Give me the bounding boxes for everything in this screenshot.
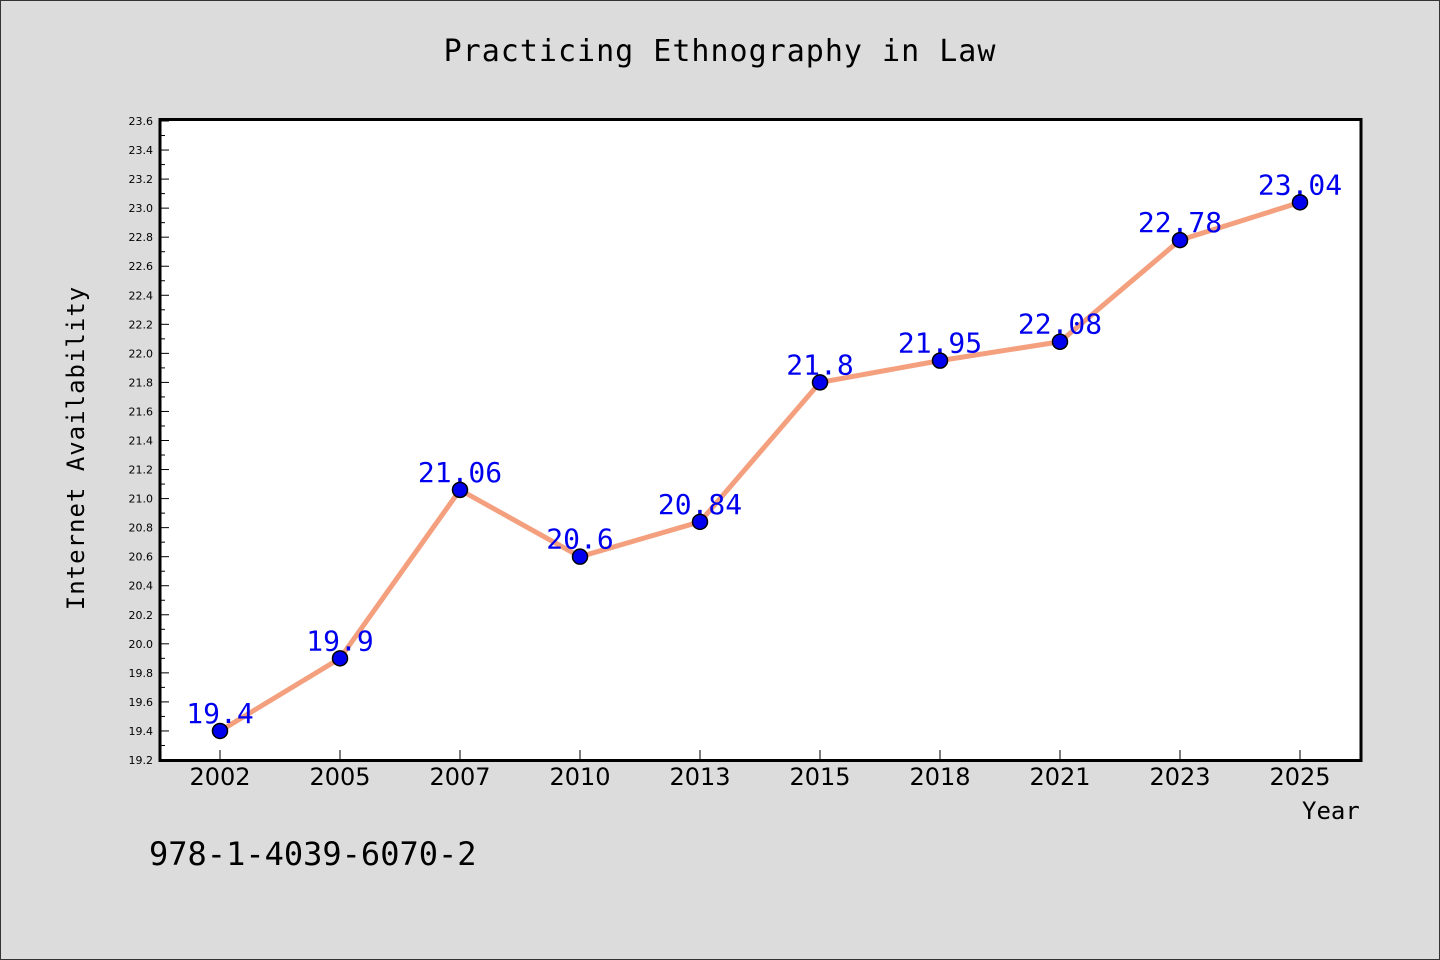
y-tick-label: 21.0 [129,493,154,506]
y-tick-label: 21.6 [129,405,154,418]
x-tick-label: 2007 [429,763,490,791]
y-tick-label: 19.2 [129,754,154,767]
chart-title: Practicing Ethnography in Law [443,34,997,69]
y-tick-label: 19.4 [129,725,154,738]
data-point [811,374,829,391]
y-tick-label: 22.0 [129,347,154,360]
y-tick-label: 20.4 [129,580,154,593]
series-line [217,199,1303,734]
x-tick-label: 2025 [1269,763,1330,791]
y-tick-label: 22.2 [129,318,154,331]
x-tick-label: 2002 [189,763,250,791]
y-tick-label: 22.6 [129,260,154,273]
series-layer: 19.419.921.0620.620.8421.821.9522.0822.7… [186,168,1342,740]
y-tick-label: 22.4 [129,289,154,302]
x-tick-label: 2018 [909,763,970,791]
y-tick-label: 23.0 [129,202,154,215]
x-tick-label: 2013 [669,763,730,791]
y-tick-label: 20.6 [129,551,154,564]
x-axis-label: Year [1302,797,1360,825]
y-tick-label: 20.0 [129,638,154,651]
x-tick-label: 2015 [789,763,850,791]
data-point [1291,194,1309,211]
data-point [211,722,229,740]
plot-area [158,118,1363,762]
y-tick-label: 19.6 [129,696,154,709]
data-point [931,352,949,369]
data-point [571,548,589,565]
y-tick-label: 19.8 [129,667,154,680]
x-tick-label: 2021 [1029,763,1090,791]
data-point [1051,333,1069,350]
y-tick-label: 23.2 [129,173,154,186]
x-tick-label: 2023 [1149,763,1210,791]
y-tick-label: 23.4 [129,144,154,157]
isbn-text: 978-1-4039-6070-2 [149,835,477,873]
y-tick-label: 21.8 [129,376,154,389]
y-axis: 19.2 19.4 19.6 19.8 20.0 20.2 20.4 20.6 20.8 21.0… [129,115,169,767]
data-point [451,481,469,499]
x-tick-label: 2010 [549,763,610,791]
data-point [331,650,349,667]
x-axis: 2002 2005 2007 2010 2013 2015 2018 2021 2023 2025 [189,750,1331,791]
y-tick-label: 22.8 [129,231,154,244]
y-tick-label: 21.2 [129,464,154,477]
x-tick-label: 2005 [309,763,370,791]
y-tick-label: 23.6 [129,115,154,128]
data-point [1171,231,1189,249]
y-tick-label: 20.8 [129,522,154,535]
y-tick-label: 21.4 [129,435,154,448]
data-point [691,513,709,531]
y-tick-label: 20.2 [129,609,154,622]
